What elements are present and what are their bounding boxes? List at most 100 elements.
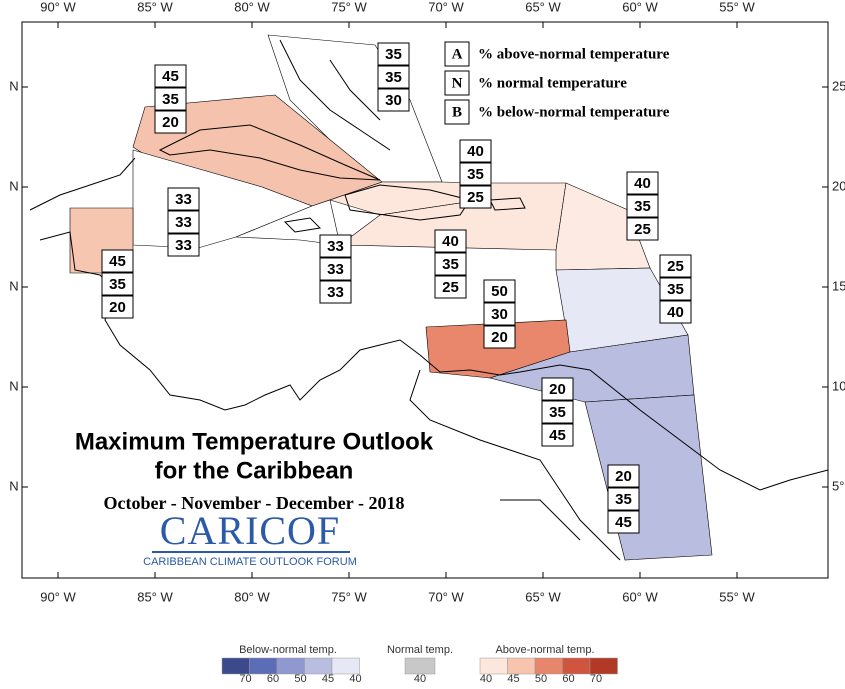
value-box	[626, 217, 659, 241]
value-box	[459, 162, 492, 186]
value-box	[607, 487, 640, 511]
key: A % above-normal temperature N % normal tem…	[440, 40, 720, 132]
logo: CARICOF	[160, 508, 340, 553]
lon-label: 55° W	[719, 0, 755, 14]
legend-label: 40	[414, 673, 426, 684]
value-box	[319, 257, 352, 281]
legend-title: Below-normal temp.	[239, 644, 337, 656]
lat-label: N	[9, 278, 18, 293]
period: October - November - December - 2018	[104, 493, 405, 513]
key-letter: A	[452, 46, 463, 62]
value-box	[541, 400, 574, 424]
value-box	[154, 110, 187, 134]
value-box	[377, 65, 410, 89]
value-box	[101, 272, 134, 296]
value-label: 35	[549, 404, 566, 421]
legend-label: 60	[562, 673, 574, 684]
lon-label: 65° W	[525, 589, 561, 604]
value-label: 30	[491, 306, 508, 323]
value-label: 25	[634, 221, 651, 238]
value-label: 33	[175, 191, 192, 208]
lon-label: 60° W	[622, 0, 658, 14]
value-label: 35	[109, 276, 126, 293]
value-label: 35	[667, 281, 684, 298]
key-text: % above-normal temperature	[478, 46, 670, 62]
value-label: 40	[467, 143, 484, 160]
value-label: 33	[175, 214, 192, 231]
lat-label: 5°	[832, 478, 844, 493]
legend-swatch	[589, 657, 618, 675]
lon-label: 85° W	[137, 589, 173, 604]
lon-label: 60° W	[622, 589, 658, 604]
value-label: 45	[109, 253, 126, 270]
value-box	[541, 377, 574, 401]
value-label: 33	[327, 238, 344, 255]
lon-label: 70° W	[428, 0, 464, 14]
legend-label: 40	[480, 673, 492, 684]
lon-label: 90° W	[40, 589, 76, 604]
legend-label: 50	[294, 673, 306, 684]
lat-label: 25	[832, 78, 845, 93]
legend-label: 70	[590, 673, 602, 684]
key-text: % below-normal temperature	[478, 104, 670, 120]
lat-label: N	[9, 478, 18, 493]
value-label: 33	[327, 261, 344, 278]
value-label: 30	[385, 92, 402, 109]
value-label: 20	[162, 114, 179, 131]
legend-swatch	[562, 657, 591, 675]
lat-label: 15	[832, 278, 845, 293]
value-label: 20	[109, 299, 126, 316]
legend-label: 45	[507, 673, 519, 684]
value-label: 20	[615, 468, 632, 485]
lon-label: 80° W	[234, 0, 270, 14]
legend-swatch	[249, 657, 278, 675]
legend-swatch	[221, 657, 250, 675]
value-label: 40	[634, 175, 651, 192]
legend-label: 60	[267, 673, 279, 684]
lon-label: 75° W	[331, 0, 367, 14]
lat-label: N	[9, 78, 18, 93]
value-box	[659, 254, 692, 278]
value-box	[483, 302, 516, 326]
legend-swatch	[534, 657, 563, 675]
lon-label: 85° W	[137, 0, 173, 14]
key-letter: B	[452, 104, 462, 120]
value-label: 40	[442, 233, 459, 250]
value-label: 25	[667, 258, 684, 275]
legend-label: 45	[322, 673, 334, 684]
value-box	[434, 275, 467, 299]
value-label: 35	[615, 491, 632, 508]
legend-swatch	[507, 657, 536, 675]
value-label: 45	[615, 514, 632, 531]
coastlines	[29, 39, 829, 561]
value-box	[377, 88, 410, 112]
lat-label: N	[9, 378, 18, 393]
value-box	[483, 279, 516, 303]
key-letter-box	[444, 41, 470, 67]
value-label: 25	[467, 189, 484, 206]
value-box	[434, 252, 467, 276]
value-box	[434, 229, 467, 253]
value-box	[101, 249, 134, 273]
value-box	[659, 300, 692, 324]
value-box	[377, 42, 410, 66]
value-box	[167, 210, 200, 234]
value-box	[483, 325, 516, 349]
legend-swatch	[331, 657, 360, 675]
value-label: 35	[634, 198, 651, 215]
value-label: 45	[549, 427, 566, 444]
value-box	[607, 510, 640, 534]
key-letter-box	[444, 70, 470, 96]
value-label: 35	[385, 46, 402, 63]
legend-swatch	[479, 657, 508, 675]
lon-label: 55° W	[719, 589, 755, 604]
legend-label: 50	[535, 673, 547, 684]
value-label: 35	[467, 166, 484, 183]
logo-subtitle: CARIBBEAN CLIMATE OUTLOOK FORUM	[143, 556, 357, 568]
value-label: 35	[162, 91, 179, 108]
value-box	[154, 64, 187, 88]
value-box	[167, 233, 200, 257]
value-label: 35	[385, 69, 402, 86]
lon-label: 70° W	[428, 589, 464, 604]
